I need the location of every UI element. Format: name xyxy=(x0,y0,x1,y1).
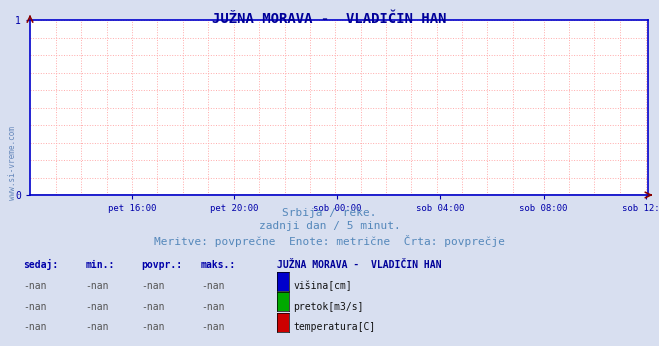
Text: -nan: -nan xyxy=(86,322,109,333)
Text: -nan: -nan xyxy=(142,302,165,312)
Text: -nan: -nan xyxy=(86,281,109,291)
Text: -nan: -nan xyxy=(86,302,109,312)
Text: višina[cm]: višina[cm] xyxy=(293,281,352,291)
Text: Srbija / reke.: Srbija / reke. xyxy=(282,208,377,218)
Text: maks.:: maks.: xyxy=(201,260,236,270)
Text: povpr.:: povpr.: xyxy=(142,260,183,270)
Text: Meritve: povprečne  Enote: metrične  Črta: povprečje: Meritve: povprečne Enote: metrične Črta:… xyxy=(154,235,505,247)
Text: -nan: -nan xyxy=(201,322,225,333)
Text: -nan: -nan xyxy=(142,322,165,333)
Text: sedaj:: sedaj: xyxy=(23,259,58,270)
Text: JUŽNA MORAVA -  VLADIČIN HAN: JUŽNA MORAVA - VLADIČIN HAN xyxy=(277,260,442,270)
Text: -nan: -nan xyxy=(23,302,47,312)
Text: zadnji dan / 5 minut.: zadnji dan / 5 minut. xyxy=(258,221,401,231)
Text: temperatura[C]: temperatura[C] xyxy=(293,322,376,333)
Text: min.:: min.: xyxy=(86,260,115,270)
Text: -nan: -nan xyxy=(23,322,47,333)
Text: -nan: -nan xyxy=(201,302,225,312)
Text: -nan: -nan xyxy=(142,281,165,291)
Text: -nan: -nan xyxy=(201,281,225,291)
Text: pretok[m3/s]: pretok[m3/s] xyxy=(293,302,364,312)
Text: -nan: -nan xyxy=(23,281,47,291)
Text: JUŽNA MORAVA -  VLADIČIN HAN: JUŽNA MORAVA - VLADIČIN HAN xyxy=(212,12,447,26)
Text: www.si-vreme.com: www.si-vreme.com xyxy=(8,126,17,200)
